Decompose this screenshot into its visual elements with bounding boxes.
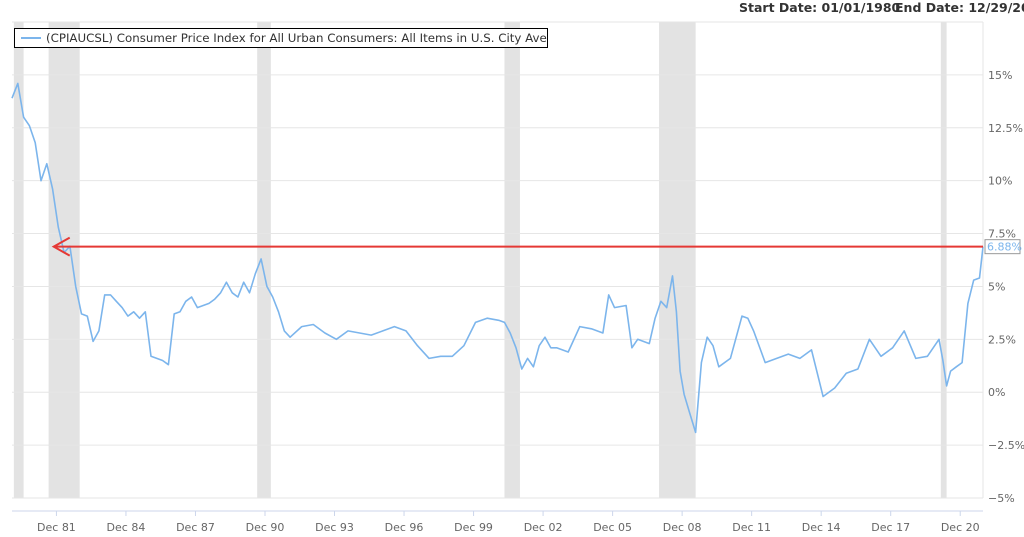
start-date-label: Start Date: 01/01/1980 [739, 0, 901, 15]
x-tick-label: Dec 96 [385, 521, 424, 534]
end-date-label: End Date: 12/29/2021 [895, 0, 1024, 15]
x-tick-label: Dec 08 [663, 521, 702, 534]
recession-band [48, 22, 80, 498]
x-tick-label: Dec 02 [524, 521, 563, 534]
y-tick-label: 12.5% [988, 122, 1023, 135]
legend[interactable]: (CPIAUCSL) Consumer Price Index for All … [14, 28, 548, 48]
y-tick-label: 10% [988, 175, 1012, 188]
y-tick-label: 0% [988, 386, 1005, 399]
recession-bands [13, 22, 947, 498]
y-tick-label: 5% [988, 280, 1005, 293]
y-tick-label: 15% [988, 69, 1012, 82]
x-tick-label: Dec 87 [176, 521, 215, 534]
recession-band [257, 22, 271, 498]
last-value-box [984, 239, 1021, 255]
x-tick-label: Dec 99 [454, 521, 493, 534]
y-tick-label: 2.5% [988, 333, 1016, 346]
arrow-head [51, 236, 71, 257]
x-tick-label: Dec 84 [107, 521, 146, 534]
x-tick-label: Dec 81 [37, 521, 76, 534]
x-tick-label: Dec 05 [593, 521, 632, 534]
last-value-flag: 6.88% [984, 239, 1022, 255]
x-tick-label: Dec 20 [941, 521, 980, 534]
x-tick-label: Dec 17 [871, 521, 910, 534]
legend-swatch [21, 37, 41, 39]
arrow-annotation [51, 236, 983, 257]
recession-band [504, 22, 520, 498]
y-axis: −5% −2.5% 0% 2.5% 5% 7.5% 10% 12.5% 15% [988, 69, 1024, 505]
recession-band [13, 22, 24, 498]
y-tick-label: 7.5% [988, 228, 1016, 241]
legend-label: (CPIAUCSL) Consumer Price Index for All … [46, 31, 548, 45]
recession-band [659, 22, 696, 498]
x-tick-label: Dec 90 [246, 521, 285, 534]
cpi-series-line [11, 82, 984, 434]
x-tick-label: Dec 11 [732, 521, 771, 534]
y-tick-label: −2.5% [988, 439, 1024, 452]
x-axis: Dec 81 Dec 84 Dec 87 Dec 90 Dec 93 Dec 96 Dec … [12, 510, 983, 534]
gridlines [12, 21, 984, 499]
last-value-text: 6.88% [987, 241, 1022, 254]
x-tick-label: Dec 93 [315, 521, 354, 534]
recession-band [940, 22, 947, 498]
x-tick-label: Dec 14 [802, 521, 841, 534]
y-tick-label: −5% [988, 492, 1015, 505]
